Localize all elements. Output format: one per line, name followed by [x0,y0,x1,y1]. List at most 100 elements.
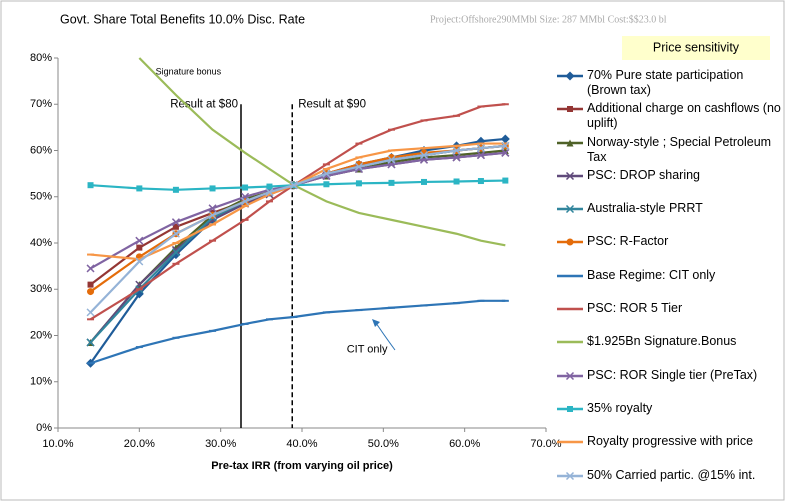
legend-entry: Royalty progressive with price [555,434,783,467]
y-tick-label: 30% [30,283,52,295]
series-line [89,144,506,314]
legend-label: PSC: ROR Single tier (PreTax) [587,367,758,382]
marker [171,218,180,227]
legend-label: PSC: ROR 5 Tier [587,301,683,316]
legend-entry: 50% Carried partic. @15% int. [555,468,783,501]
x-tick-label: 40.0% [286,438,317,450]
legend-label: Royalty progressive with price [587,434,754,449]
legend-swatch [557,405,583,412]
badge-box [622,36,770,60]
arrow-head [372,319,380,327]
marker [171,229,180,238]
y-tick-label: 60% [30,144,52,156]
legend-label: PSC: DROP sharing [587,167,701,182]
series-line [90,142,506,261]
legend-entry: PSC: ROR Single tier (PreTax) [555,368,783,401]
marker [87,288,95,296]
marker [388,179,395,186]
marker [86,264,95,273]
marker [266,183,273,190]
marker [501,148,510,157]
legend-label: PSC: R-Factor [587,234,669,249]
legend-label: Additional charge on cashflows (no uplif… [587,101,781,131]
legend-swatch [557,307,583,311]
marker [87,182,94,189]
legend-swatch [557,341,583,344]
series-line [90,299,506,365]
legend-label: Norway-style ; Special Petroleum Tax [587,134,772,164]
reference-label: Result at $80 [170,98,238,110]
x-axis-label: Pre-tax IRR (from varying oil price) [211,460,393,472]
marker [566,238,574,246]
legend-label: Base Regime: CIT only [587,267,716,282]
legend-entry: 35% royalty [555,401,783,434]
legend-label: 70% Pure state participation (Brown tax) [587,68,744,97]
marker [502,177,509,184]
series-line [89,144,506,344]
series-line [138,57,506,247]
marker [171,245,180,254]
marker [565,205,575,214]
marker [500,134,510,144]
marker [265,188,274,197]
marker [419,151,429,160]
series-line [89,144,506,286]
marker [172,223,179,230]
marker [476,151,485,160]
marker [565,371,575,380]
chart-title: Govt. Share Total Benefits 10.0% Disc. R… [60,12,305,26]
marker [136,244,143,251]
legend-entry: PSC: ROR 5 Tier [555,301,783,334]
marker [322,169,331,178]
subtitle: Project:Offshore290MMbl Size: 287 MMbl C… [430,14,667,25]
reference-label: Result at $90 [298,98,366,110]
marker [86,308,95,317]
legend-swatch [557,139,583,147]
legend-entry: PSC: DROP sharing [555,168,783,201]
legend-label: 50% Carried partic. @15% int. [587,467,756,482]
marker [241,197,250,206]
legend-swatch [557,274,583,278]
marker [208,204,217,213]
marker [421,178,427,185]
legend-swatch [557,171,583,180]
x-tick-label: 50.0% [368,438,399,450]
marker [476,144,485,153]
marker [355,180,362,187]
marker [565,71,575,81]
legend-swatch [557,205,583,214]
legend-swatch [557,441,583,444]
legend-label: 35% royalty [587,400,653,415]
legend: 70% Pure state participation (Brown tax)… [555,68,783,501]
annotation: Signature bonus [156,66,222,76]
legend-entry: Base Regime: CIT only [555,268,783,301]
marker [242,184,249,191]
legend-swatch [557,238,583,246]
legend-swatch [557,371,583,380]
legend-entry: Australia-style PRRT [555,201,783,234]
marker [501,141,510,150]
legend-entry: PSC: R-Factor [555,234,783,267]
y-tick-label: 70% [30,98,52,110]
y-tick-label: 80% [30,52,52,64]
marker [171,248,180,257]
legend-label: Australia-style PRRT [587,201,703,216]
marker [86,338,95,347]
x-tick-label: 20.0% [124,438,155,450]
x-tick-label: 10.0% [42,438,73,450]
marker [452,153,461,162]
legend-entry: Norway-style ; Special Petroleum Tax [555,135,783,168]
y-tick-label: 0% [36,422,52,434]
badge: Price sensitivity [653,40,740,54]
x-tick-label: 60.0% [449,438,480,450]
series-line [90,179,506,191]
legend-entry: 70% Pure state participation (Brown tax) [555,68,783,101]
legend-swatch [557,471,583,480]
series-line [89,103,506,321]
marker [477,178,484,185]
y-tick-label: 50% [30,191,52,203]
marker [565,171,575,180]
y-tick-label: 20% [30,329,52,341]
